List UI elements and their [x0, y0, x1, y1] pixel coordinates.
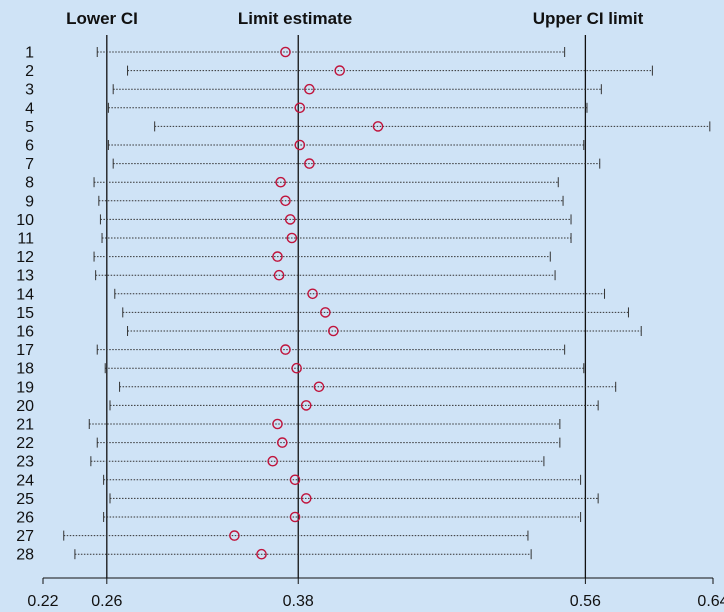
study-row: 24 — [16, 472, 582, 489]
estimate-marker — [320, 307, 331, 318]
estimate-marker — [286, 232, 298, 244]
study-row: 8 — [25, 175, 559, 192]
header-lower-ci: Lower CI — [66, 9, 138, 28]
estimate-marker — [289, 511, 301, 523]
estimate-marker — [276, 437, 288, 448]
estimate-marker — [307, 288, 318, 300]
study-label: 15 — [16, 305, 34, 322]
study-label: 21 — [16, 417, 34, 434]
estimate-marker — [284, 214, 296, 225]
study-row: 17 — [16, 342, 566, 359]
study-label: 11 — [17, 231, 34, 248]
estimate-marker — [300, 493, 312, 504]
study-label: 12 — [16, 249, 34, 266]
study-row: 5 — [25, 119, 711, 136]
x-tick-label: 0.64 — [697, 593, 724, 610]
study-row: 4 — [25, 100, 588, 117]
x-axis-ticks: 0.22 0.26 0.38 0.56 0.64 — [27, 578, 724, 610]
study-label: 10 — [16, 212, 34, 229]
study-label: 8 — [25, 175, 34, 192]
estimate-marker — [328, 325, 339, 337]
estimate-marker — [280, 344, 291, 355]
study-label: 27 — [16, 528, 34, 545]
study-row: 27 — [16, 528, 529, 545]
study-row: 3 — [25, 82, 602, 99]
study-label: 5 — [25, 119, 34, 136]
estimate-marker — [334, 65, 346, 76]
study-row: 20 — [16, 398, 599, 415]
estimate-marker — [272, 418, 283, 430]
study-label: 19 — [16, 379, 34, 396]
study-row: 12 — [16, 249, 551, 266]
reference-lines — [106, 35, 587, 578]
study-label: 13 — [16, 268, 34, 285]
study-row: 7 — [25, 156, 601, 173]
study-row: 26 — [16, 510, 582, 527]
estimate-marker — [272, 251, 283, 262]
estimate-marker — [273, 269, 285, 281]
estimate-marker — [300, 400, 312, 411]
estimate-marker — [229, 530, 240, 541]
x-tick-label: 0.22 — [27, 593, 58, 610]
study-row: 6 — [25, 138, 585, 155]
study-row: 28 — [16, 547, 532, 564]
study-row: 10 — [16, 212, 572, 229]
x-tick-label: 0.26 — [91, 593, 122, 610]
study-row: 15 — [16, 305, 629, 322]
estimate-marker — [256, 548, 267, 560]
study-row: 1 — [25, 45, 566, 62]
estimate-marker — [291, 362, 302, 374]
study-row: 25 — [16, 491, 599, 508]
study-label: 3 — [25, 82, 34, 99]
study-label: 17 — [16, 342, 34, 359]
estimate-marker — [294, 102, 306, 114]
study-label: 4 — [25, 100, 34, 117]
study-row: 18 — [16, 361, 585, 378]
study-label: 14 — [16, 286, 34, 303]
study-label: 26 — [16, 510, 34, 527]
study-label: 18 — [16, 361, 34, 378]
header-upper-ci: Upper CI limit — [533, 9, 644, 28]
study-label: 9 — [25, 193, 34, 210]
estimate-marker — [313, 381, 325, 393]
study-label: 16 — [16, 324, 34, 341]
study-label: 25 — [16, 491, 34, 508]
study-label: 23 — [16, 454, 34, 471]
study-rows: 1234567891011121314151617181920212223242… — [16, 45, 711, 564]
study-row: 11 — [17, 231, 572, 248]
estimate-marker — [304, 83, 315, 95]
study-label: 6 — [25, 138, 34, 155]
study-label: 28 — [16, 547, 34, 564]
estimate-marker — [280, 46, 291, 58]
estimate-marker — [280, 195, 291, 207]
study-row: 23 — [16, 454, 545, 471]
header-limit-estimate: Limit estimate — [238, 9, 352, 28]
estimate-marker — [289, 474, 301, 486]
estimate-marker — [267, 455, 279, 467]
study-label: 1 — [25, 45, 34, 62]
study-label: 2 — [25, 63, 34, 80]
study-label: 20 — [16, 398, 34, 415]
x-tick-label: 0.38 — [283, 593, 314, 610]
study-row: 16 — [16, 324, 642, 341]
study-row: 14 — [16, 286, 606, 303]
study-row: 19 — [16, 379, 617, 396]
study-row: 21 — [16, 417, 561, 434]
estimate-marker — [275, 176, 286, 188]
study-row: 2 — [25, 63, 653, 80]
study-row: 13 — [16, 268, 556, 285]
study-label: 24 — [16, 472, 34, 489]
x-tick-label: 0.56 — [570, 593, 601, 610]
study-label: 7 — [25, 156, 34, 173]
study-row: 22 — [16, 435, 561, 452]
estimate-marker — [304, 158, 315, 169]
study-label: 22 — [16, 435, 34, 452]
estimate-marker — [294, 139, 306, 151]
study-row: 9 — [25, 193, 564, 210]
estimate-marker — [372, 121, 384, 132]
